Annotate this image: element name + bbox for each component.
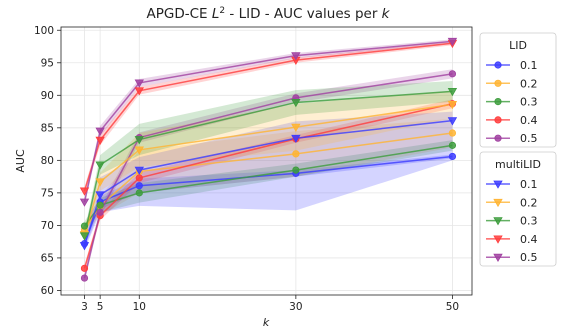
point-multiLID-0.5 — [291, 52, 301, 61]
point-LID-0.3 — [448, 141, 457, 149]
legend-title-multiLID: multiLID — [495, 158, 541, 171]
point-multiLID-0.1 — [79, 242, 90, 251]
band-LID-0.2 — [84, 118, 453, 236]
legend-label-LID-0.1: 0.1 — [520, 59, 538, 72]
legend-marker-multiLID-0.5 — [493, 253, 503, 263]
point-LID-0.4 — [80, 264, 89, 272]
point-multiLID-0.3 — [291, 99, 301, 108]
point-multiLID-0.1 — [447, 117, 458, 126]
x-axis-label: k — [263, 316, 270, 329]
point-LID-0.4 — [135, 174, 143, 182]
point-multiLID-0.5 — [79, 198, 90, 207]
legend-label-multiLID-0.2: 0.2 — [520, 196, 538, 209]
point-LID-0.1 — [448, 152, 457, 161]
y-tick-label: 90 — [41, 90, 54, 102]
legend-marker-LID-0.5 — [494, 134, 502, 142]
legend-marker-multiLID-0.3 — [493, 217, 503, 226]
x-tick-label: 5 — [97, 301, 104, 313]
band-multiLID-0.1 — [84, 111, 453, 251]
point-multiLID-0.1 — [95, 191, 105, 200]
point-LID-0.3 — [292, 166, 300, 174]
point-multiLID-0.2 — [291, 123, 301, 132]
point-multiLID-0.2 — [95, 178, 105, 187]
legend-label-LID-0.4: 0.4 — [520, 114, 538, 127]
legend-label-multiLID-0.5: 0.5 — [520, 251, 538, 264]
point-multiLID-0.4 — [79, 187, 90, 196]
band-LID-0.3 — [84, 140, 453, 231]
point-LID-0.5 — [448, 70, 457, 78]
y-tick-label: 65 — [41, 253, 54, 265]
y-tick-label: 80 — [41, 155, 54, 167]
point-LID-0.2 — [448, 129, 457, 137]
legend-marker-multiLID-0.2 — [493, 198, 503, 208]
point-multiLID-0.3 — [134, 136, 144, 145]
y-tick-label: 75 — [41, 188, 54, 200]
point-LID-0.3 — [96, 201, 104, 209]
point-multiLID-0.4 — [95, 136, 105, 145]
point-LID-0.3 — [80, 222, 89, 230]
legend: LID 0.1 0.2 0.3 0.4 0.5 multiLID 0.1 0.2 0.3 0.4 0.… — [479, 32, 557, 267]
point-LID-0.1 — [135, 182, 143, 190]
x-tick-label: 50 — [446, 301, 459, 313]
x-tick-label: 3 — [81, 301, 88, 313]
point-multiLID-0.2 — [134, 146, 144, 155]
legend-marker-LID-0.2 — [494, 79, 502, 87]
legend-marker-multiLID-0.4 — [493, 235, 503, 244]
point-multiLID-0.3 — [95, 161, 105, 170]
grid — [61, 27, 472, 295]
legend-marker-LID-0.4 — [494, 116, 502, 124]
band-multiLID-0.3 — [84, 80, 453, 241]
point-multiLID-0.3 — [79, 232, 90, 241]
y-tick-label: 95 — [41, 57, 54, 69]
band-LID-0.1 — [84, 154, 453, 249]
x-tick-label: 30 — [289, 301, 302, 313]
legend-marker-multiLID-0.1 — [493, 180, 503, 189]
legend-marker-LID-0.1 — [494, 61, 502, 69]
legend-title-LID: LID — [509, 39, 527, 52]
y-tick-label: 85 — [41, 123, 54, 135]
legend-marker-LID-0.3 — [494, 98, 502, 106]
point-multiLID-0.5 — [95, 127, 105, 136]
legend-label-multiLID-0.1: 0.1 — [520, 178, 538, 191]
point-LID-0.3 — [135, 189, 143, 197]
point-multiLID-0.1 — [291, 134, 301, 144]
point-multiLID-0.2 — [447, 101, 458, 110]
legend-label-LID-0.3: 0.3 — [520, 96, 538, 109]
y-tick-label: 60 — [41, 285, 54, 297]
y-axis-label: AUC — [14, 149, 27, 173]
x-axis-ticks: 3 5 10 30 50 — [81, 295, 459, 313]
point-multiLID-0.5 — [134, 79, 144, 88]
legend-label-LID-0.2: 0.2 — [520, 77, 538, 90]
legend-label-multiLID-0.4: 0.4 — [520, 233, 538, 246]
point-multiLID-0.3 — [447, 87, 458, 97]
point-LID-0.5 — [96, 208, 104, 216]
x-tick-label: 10 — [133, 301, 146, 313]
legend-label-multiLID-0.3: 0.3 — [520, 215, 538, 228]
series-markers — [79, 37, 458, 282]
point-LID-0.2 — [292, 150, 300, 158]
point-multiLID-0.1 — [134, 166, 144, 175]
plot-frame — [60, 26, 473, 296]
y-tick-label: 70 — [41, 220, 54, 232]
y-axis-ticks: 60 65 70 75 80 85 90 95 100 — [34, 25, 61, 297]
legend-label-LID-0.5: 0.5 — [520, 132, 538, 145]
point-multiLID-0.5 — [447, 37, 458, 47]
point-LID-0.5 — [80, 274, 89, 282]
y-tick-label: 100 — [34, 25, 54, 37]
chart-title: APGD-CE L2 - LID - AUC values per k — [146, 6, 390, 22]
